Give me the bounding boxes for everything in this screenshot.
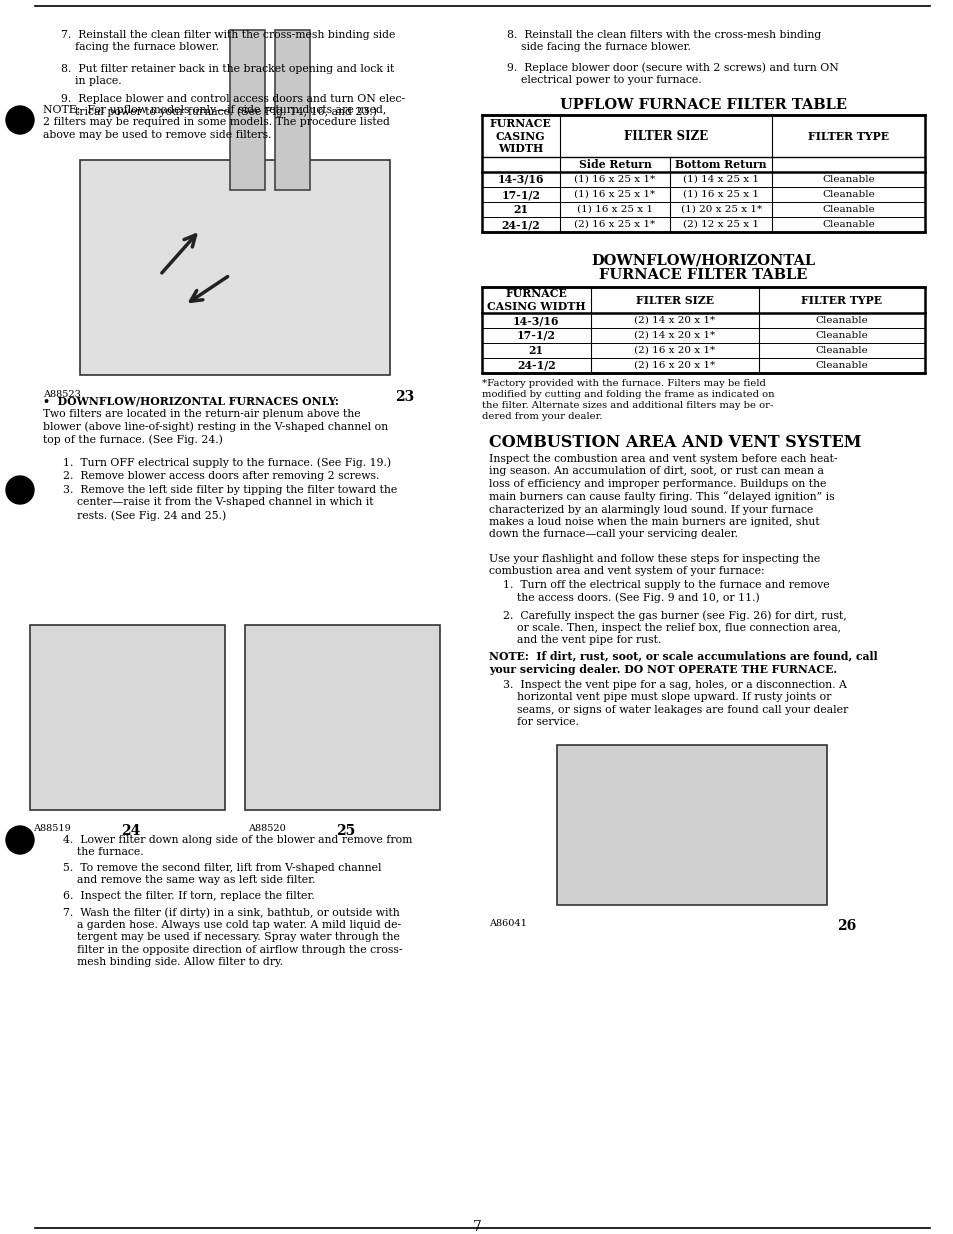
Text: 7.  Reinstall the clean filter with the cross-mesh binding side
    facing the f: 7. Reinstall the clean filter with the c… <box>61 30 395 52</box>
Text: 9.  Replace blower and control access doors and turn ON elec-
    trical power t: 9. Replace blower and control access doo… <box>61 94 405 117</box>
Text: UPFLOW FURNACE FILTER TABLE: UPFLOW FURNACE FILTER TABLE <box>559 97 846 112</box>
Text: DOWNFLOW/HORIZONTAL: DOWNFLOW/HORIZONTAL <box>591 254 815 268</box>
Text: 5.  To remove the second filter, lift from V-shaped channel
    and remove the s: 5. To remove the second filter, lift fro… <box>63 863 381 886</box>
Text: FILTER TYPE: FILTER TYPE <box>801 295 882 306</box>
Text: (1) 14 x 25 x 1: (1) 14 x 25 x 1 <box>682 175 759 184</box>
Text: 8.  Reinstall the clean filters with the cross-mesh binding
    side facing the : 8. Reinstall the clean filters with the … <box>506 30 821 52</box>
Text: 23: 23 <box>395 390 414 404</box>
Text: Use your flashlight and follow these steps for inspecting the
combustion area an: Use your flashlight and follow these ste… <box>489 554 820 576</box>
Text: A86041: A86041 <box>489 919 526 928</box>
Text: 17-1/2: 17-1/2 <box>517 329 556 341</box>
Bar <box>80 160 390 375</box>
Text: 3.  Inspect the vent pipe for a sag, holes, or a disconnection. A
    horizontal: 3. Inspect the vent pipe for a sag, hole… <box>502 680 847 727</box>
Text: 2.  Remove blower access doors after removing 2 screws.: 2. Remove blower access doors after remo… <box>63 471 379 481</box>
Text: (2) 14 x 20 x 1*: (2) 14 x 20 x 1* <box>634 331 715 341</box>
Text: 14-3/16: 14-3/16 <box>497 174 543 185</box>
Text: NOTE:  If dirt, rust, soot, or scale accumulations are found, call
your servicin: NOTE: If dirt, rust, soot, or scale accu… <box>489 650 877 675</box>
Text: (1) 16 x 25 x 1*: (1) 16 x 25 x 1* <box>574 190 655 199</box>
Text: Cleanable: Cleanable <box>815 362 867 370</box>
Text: Cleanable: Cleanable <box>821 190 874 199</box>
Bar <box>481 288 924 373</box>
Text: 1.  Turn off the electrical supply to the furnace and remove
    the access door: 1. Turn off the electrical supply to the… <box>502 580 829 603</box>
Text: A88520: A88520 <box>248 824 286 833</box>
Text: FILTER TYPE: FILTER TYPE <box>807 131 888 142</box>
Text: (1) 16 x 25 x 1: (1) 16 x 25 x 1 <box>682 190 759 199</box>
Text: NOTE:  For upflow models only—if side return ducts are used,
2 filters may be re: NOTE: For upflow models only—if side ret… <box>43 105 390 139</box>
Text: Cleanable: Cleanable <box>815 316 867 325</box>
Text: (2) 16 x 20 x 1*: (2) 16 x 20 x 1* <box>634 346 715 355</box>
Text: 17-1/2: 17-1/2 <box>500 189 539 200</box>
Text: 21: 21 <box>528 346 543 355</box>
Bar <box>245 624 439 810</box>
Text: A88519: A88519 <box>33 824 71 833</box>
Text: Cleanable: Cleanable <box>821 220 874 230</box>
Text: 1.  Turn OFF electrical supply to the furnace. (See Fig. 19.): 1. Turn OFF electrical supply to the fur… <box>63 457 391 468</box>
Text: (1) 16 x 25 x 1: (1) 16 x 25 x 1 <box>577 205 652 213</box>
Text: 14-3/16: 14-3/16 <box>513 315 558 326</box>
Text: 9.  Replace blower door (secure with 2 screws) and turn ON
    electrical power : 9. Replace blower door (secure with 2 sc… <box>506 62 838 85</box>
Text: (1) 20 x 25 x 1*: (1) 20 x 25 x 1* <box>679 205 761 213</box>
Text: 24-1/2: 24-1/2 <box>501 218 539 230</box>
Text: 2.  Carefully inspect the gas burner (see Fig. 26) for dirt, rust,
    or scale.: 2. Carefully inspect the gas burner (see… <box>502 610 846 645</box>
Circle shape <box>6 106 34 135</box>
Text: FURNACE
CASING WIDTH: FURNACE CASING WIDTH <box>486 288 585 312</box>
Text: COMBUSTION AREA AND VENT SYSTEM: COMBUSTION AREA AND VENT SYSTEM <box>489 434 861 450</box>
Circle shape <box>6 476 34 503</box>
Text: 21: 21 <box>513 204 528 215</box>
Circle shape <box>6 826 34 854</box>
Text: Inspect the combustion area and vent system before each heat-
ing season. An acc: Inspect the combustion area and vent sys… <box>489 454 837 539</box>
Bar <box>557 745 826 905</box>
Text: Cleanable: Cleanable <box>815 346 867 355</box>
Text: (2) 14 x 20 x 1*: (2) 14 x 20 x 1* <box>634 316 715 325</box>
Text: 8.  Put filter retainer back in the bracket opening and lock it
    in place.: 8. Put filter retainer back in the brack… <box>61 64 394 86</box>
Text: 26: 26 <box>836 919 856 933</box>
Text: A88523: A88523 <box>43 390 81 399</box>
Bar <box>481 115 924 232</box>
Text: FILTER SIZE: FILTER SIZE <box>623 130 707 142</box>
Text: 4.  Lower filter down along side of the blower and remove from
    the furnace.: 4. Lower filter down along side of the b… <box>63 835 412 858</box>
Bar <box>230 30 265 190</box>
Text: FURNACE
CASING
WIDTH: FURNACE CASING WIDTH <box>490 117 551 154</box>
Text: Bottom Return: Bottom Return <box>675 159 766 170</box>
Text: *Factory provided with the furnace. Filters may be field
modified by cutting and: *Factory provided with the furnace. Filt… <box>481 379 774 421</box>
Text: 24: 24 <box>121 824 140 838</box>
Text: •  DOWNFLOW/HORIZONTAL FURNACES ONLY:: • DOWNFLOW/HORIZONTAL FURNACES ONLY: <box>43 395 338 406</box>
Text: 3.  Remove the left side filter by tipping the filter toward the
    center—rais: 3. Remove the left side filter by tippin… <box>63 485 396 521</box>
Text: (1) 16 x 25 x 1*: (1) 16 x 25 x 1* <box>574 175 655 184</box>
Text: (2) 16 x 20 x 1*: (2) 16 x 20 x 1* <box>634 362 715 370</box>
Text: 7: 7 <box>472 1220 481 1234</box>
Text: (2) 12 x 25 x 1: (2) 12 x 25 x 1 <box>682 220 759 230</box>
Text: Cleanable: Cleanable <box>821 175 874 184</box>
Bar <box>274 30 310 190</box>
Text: FURNACE FILTER TABLE: FURNACE FILTER TABLE <box>598 268 807 283</box>
Text: Two filters are located in the return-air plenum above the
blower (above line-of: Two filters are located in the return-ai… <box>43 408 388 445</box>
Bar <box>30 624 225 810</box>
Text: FILTER SIZE: FILTER SIZE <box>635 295 713 306</box>
Text: Side Return: Side Return <box>578 159 651 170</box>
Text: 25: 25 <box>335 824 355 838</box>
Text: 24-1/2: 24-1/2 <box>517 360 555 371</box>
Text: (2) 16 x 25 x 1*: (2) 16 x 25 x 1* <box>574 220 655 230</box>
Text: 6.  Inspect the filter. If torn, replace the filter.: 6. Inspect the filter. If torn, replace … <box>63 891 314 901</box>
Text: 7.  Wash the filter (if dirty) in a sink, bathtub, or outside with
    a garden : 7. Wash the filter (if dirty) in a sink,… <box>63 907 402 967</box>
Text: Cleanable: Cleanable <box>815 331 867 341</box>
Text: Cleanable: Cleanable <box>821 205 874 213</box>
